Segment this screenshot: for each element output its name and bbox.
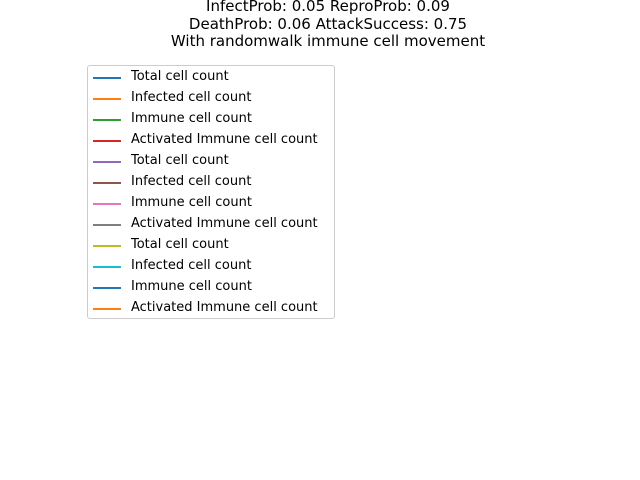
legend-swatch [93,161,121,163]
legend-swatch [93,224,121,226]
legend-swatch [93,182,121,184]
legend-swatch [93,287,121,289]
legend-item: Total cell count [88,67,334,88]
legend-swatch [93,140,121,142]
legend-label: Immune cell count [131,195,252,210]
legend-swatch [93,77,121,79]
chart-legend: Total cell count Infected cell count Immun… [87,65,335,319]
legend-label: Total cell count [131,69,229,84]
legend-item: Total cell count [88,235,334,256]
legend-item: Immune cell count [88,109,334,130]
legend-item: Activated Immune cell count [88,298,334,319]
legend-swatch [93,98,121,100]
legend-swatch [93,308,121,310]
legend-label: Activated Immune cell count [131,216,318,231]
chart-title: InfectProb: 0.05 ReproProb: 0.09 DeathPr… [8,0,640,51]
legend-item: Infected cell count [88,88,334,109]
legend-label: Total cell count [131,237,229,252]
legend-label: Infected cell count [131,174,252,189]
legend-item: Total cell count [88,151,334,172]
legend-label: Infected cell count [131,258,252,273]
legend-label: Immune cell count [131,111,252,126]
legend-item: Infected cell count [88,172,334,193]
chart-title-line-2: DeathProb: 0.06 AttackSuccess: 0.75 [188,14,468,33]
legend-label: Immune cell count [131,279,252,294]
legend-label: Infected cell count [131,90,252,105]
legend-item: Activated Immune cell count [88,214,334,235]
legend-item: Immune cell count [88,277,334,298]
legend-item: Immune cell count [88,193,334,214]
chart-title-line-3: With randomwalk immune cell movement [170,32,486,50]
chart-title-line-1: InfectProb: 0.05 ReproProb: 0.09 [206,0,450,15]
legend-swatch [93,245,121,247]
legend-swatch [93,266,121,268]
legend-item: Infected cell count [88,256,334,277]
legend-label: Activated Immune cell count [131,300,318,315]
legend-item: Activated Immune cell count [88,130,334,151]
legend-swatch [93,203,121,205]
legend-label: Activated Immune cell count [131,132,318,147]
legend-label: Total cell count [131,153,229,168]
legend-swatch [93,119,121,121]
